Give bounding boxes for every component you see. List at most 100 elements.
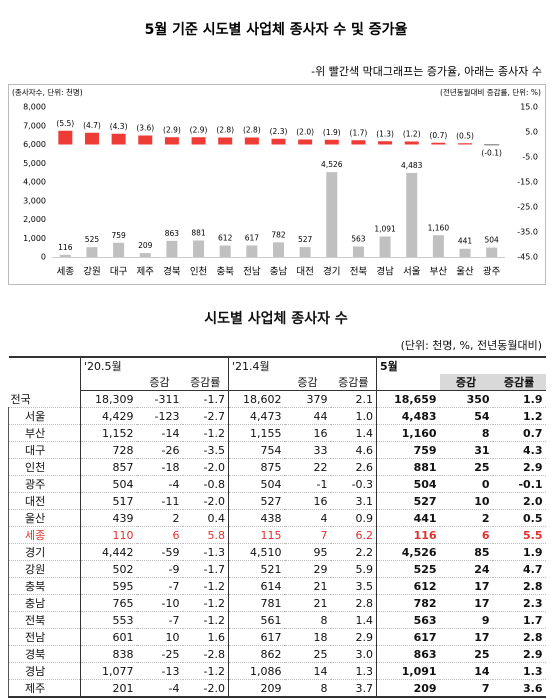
data-label: 782 bbox=[271, 230, 286, 239]
table-cell: 4.7 bbox=[492, 560, 546, 578]
table-cell: 2.9 bbox=[492, 458, 546, 476]
table-cell: 증감 bbox=[439, 374, 493, 391]
data-label: 759 bbox=[111, 231, 126, 240]
y2-tick-label: -35.0 bbox=[517, 228, 538, 237]
table-cell: -14 bbox=[136, 424, 183, 442]
table-cell: 3.5 bbox=[330, 577, 377, 595]
table-cell: -1.2 bbox=[182, 611, 229, 629]
data-label: (-0.1) bbox=[481, 149, 502, 158]
table-cell: -7 bbox=[136, 611, 183, 629]
table-cell: 인천 bbox=[8, 458, 81, 476]
table-cell: 617 bbox=[228, 628, 285, 646]
y2-tick-label: -5.0 bbox=[522, 153, 538, 162]
table-cell: 10 bbox=[136, 628, 183, 646]
table-cell: 6.2 bbox=[330, 526, 377, 544]
rate-bar bbox=[84, 132, 99, 145]
table-cell: 502 bbox=[80, 560, 137, 578]
table-cell: 115 bbox=[228, 526, 285, 544]
data-label: 525 bbox=[85, 235, 100, 244]
table-cell: 614 bbox=[228, 577, 285, 595]
data-label: (3.6) bbox=[136, 124, 154, 133]
table-cell: 증감률 bbox=[330, 374, 377, 391]
table-cell: 1.9 bbox=[492, 390, 546, 408]
table-cell: -0.1 bbox=[492, 475, 546, 493]
data-label: (2.3) bbox=[270, 127, 288, 136]
data-label: 116 bbox=[58, 243, 73, 252]
y2-tick-label: -15.0 bbox=[517, 178, 538, 187]
table-cell: 제주 bbox=[8, 679, 81, 698]
data-label: (2.0) bbox=[296, 128, 314, 137]
table-cell: 781 bbox=[228, 594, 285, 612]
table-cell: 439 bbox=[80, 509, 137, 527]
table-cell: 8 bbox=[439, 424, 493, 442]
table-cell: -1.2 bbox=[182, 594, 229, 612]
table-cell: 2.3 bbox=[492, 594, 546, 612]
table-cell: -59 bbox=[136, 543, 183, 561]
rate-bar bbox=[111, 133, 126, 145]
table-cell: -4 bbox=[136, 679, 183, 698]
table-row: 증감 증감률 증감 증감률 증감 증감률 bbox=[9, 374, 546, 391]
y2-tick-label: 5.0 bbox=[525, 128, 538, 137]
table-row: 대전 517 -11 -2.0 527 16 3.1 527 10 2.0 bbox=[8, 492, 546, 510]
table-cell: 617 bbox=[376, 628, 440, 646]
table-cell: 대전 bbox=[8, 492, 81, 510]
data-label: 527 bbox=[298, 235, 313, 244]
table-cell: 441 bbox=[376, 509, 440, 527]
table-cell: 765 bbox=[80, 594, 137, 612]
data-label: 4,483 bbox=[401, 161, 423, 170]
data-label: 209 bbox=[138, 241, 153, 250]
table-row: 전북 553 -7 -1.2 561 8 1.4 563 9 1.7 bbox=[8, 611, 546, 629]
table-cell: 525 bbox=[376, 560, 440, 578]
table-cell: 18,309 bbox=[80, 390, 137, 408]
table-cell: 2.6 bbox=[330, 458, 377, 476]
table-cell: 85 bbox=[439, 543, 493, 561]
table-cell: 3.0 bbox=[330, 645, 377, 663]
employee-bar bbox=[246, 245, 258, 257]
table-cell: 16 bbox=[284, 424, 331, 442]
table-cell: 1,155 bbox=[228, 424, 285, 442]
table-cell: 209 bbox=[228, 679, 285, 698]
table-cell: -3.5 bbox=[182, 441, 229, 459]
table-cell: 9 bbox=[439, 611, 493, 629]
employee-bar bbox=[459, 248, 471, 257]
table-cell: 7 bbox=[439, 679, 493, 698]
data-label: 617 bbox=[245, 233, 260, 242]
table-cell: 21 bbox=[284, 594, 331, 612]
table-cell: 1,091 bbox=[376, 662, 440, 680]
employee-bar bbox=[219, 245, 231, 257]
data-label: 441 bbox=[458, 237, 473, 246]
table-cell: 1.3 bbox=[330, 662, 377, 680]
table-cell: 1,086 bbox=[228, 662, 285, 680]
x-tick-label: 충남 bbox=[270, 267, 288, 278]
table-cell: 2.9 bbox=[330, 628, 377, 646]
table-row: 세종 110 6 5.8 115 7 6.2 116 6 5.5 bbox=[8, 526, 546, 544]
table-cell: 17 bbox=[439, 594, 493, 612]
table-title: 시도별 사업체 종사자 수 bbox=[204, 311, 348, 327]
table-cell: 24 bbox=[439, 560, 493, 578]
table-cell: 5월 bbox=[376, 357, 546, 374]
table-cell: 충북 bbox=[8, 577, 81, 595]
table-cell: 4 bbox=[284, 509, 331, 527]
table-cell: 세종 bbox=[8, 526, 81, 544]
table-cell: 754 bbox=[228, 441, 285, 459]
table-cell: 22 bbox=[284, 458, 331, 476]
table-cell: 25 bbox=[439, 458, 493, 476]
y-tick-label: 4,000 bbox=[23, 178, 46, 187]
table-cell: 2 bbox=[439, 509, 493, 527]
table-cell: 1.6 bbox=[182, 628, 229, 646]
table-cell: 17 bbox=[439, 628, 493, 646]
table-cell: 4,510 bbox=[228, 543, 285, 561]
table-cell: 527 bbox=[376, 492, 440, 510]
chart-subtitle: -위 빨간색 막대그래프는 증가율, 아래는 종사자 수 bbox=[311, 65, 542, 78]
table-cell: 728 bbox=[80, 441, 137, 459]
table-row: 서울 4,429 -123 -2.7 4,473 44 1.0 4,483 54 1.2 bbox=[8, 407, 546, 425]
table-cell: -9 bbox=[136, 560, 183, 578]
table-cell: 울산 bbox=[8, 509, 81, 527]
table-cell: -2.8 bbox=[182, 645, 229, 663]
table-cell: 6 bbox=[136, 526, 183, 544]
table-cell: 504 bbox=[228, 475, 285, 493]
table-cell bbox=[376, 374, 440, 391]
table-cell: 5.5 bbox=[492, 526, 546, 544]
table-cell: 4.6 bbox=[330, 441, 377, 459]
table-cell: 증감 bbox=[136, 374, 183, 391]
